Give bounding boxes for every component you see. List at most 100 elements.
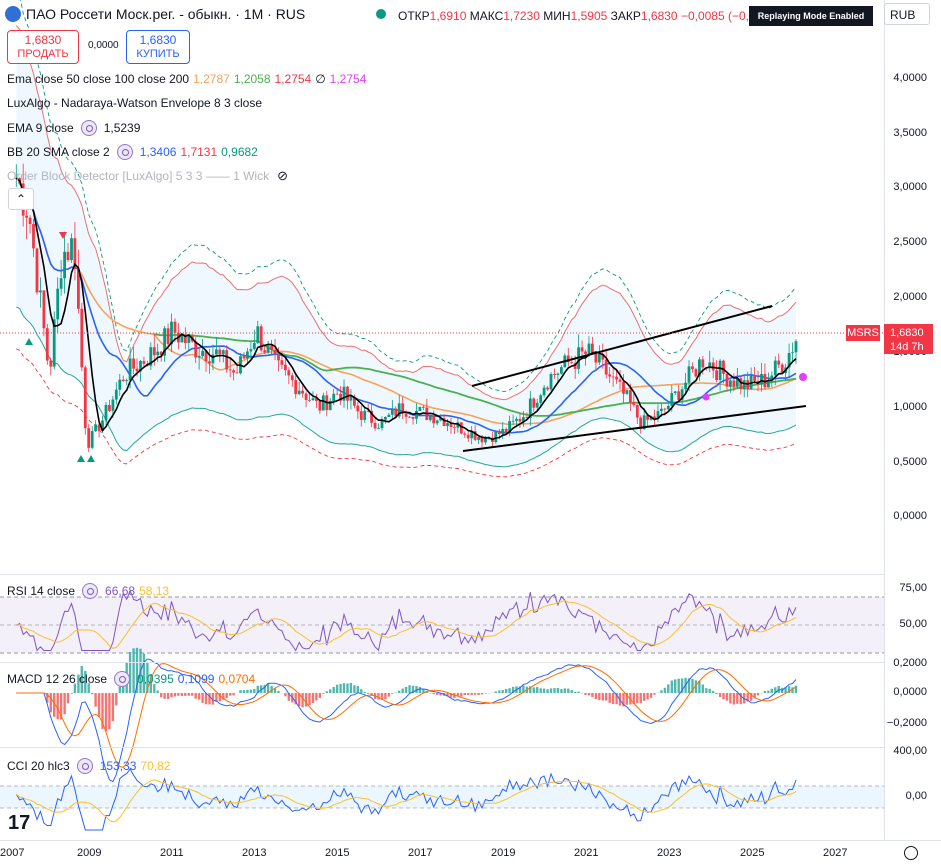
cci-band [0, 786, 884, 808]
candle-body [359, 411, 363, 420]
macd-histogram-bar [767, 690, 770, 693]
candle-body [428, 415, 432, 421]
candle-body [715, 370, 718, 380]
ticker-price-tag: MSRS [846, 325, 880, 341]
buy-button[interactable]: 1,6830 КУПИТЬ [126, 30, 190, 64]
bb-legend-label: BB 20 SMA close 2 [7, 145, 110, 159]
candle-body [215, 349, 218, 355]
ema9-legend[interactable]: EMA 9 close 1,5239 [7, 120, 140, 136]
nw-legend-label: LuxAlgo - Nadaraya-Watson Envelope 8 3 c… [7, 96, 263, 110]
cci-ma-line [15, 779, 797, 823]
currency-selector[interactable]: RUB [884, 3, 930, 25]
rsi-legend-label: RSI 14 close [7, 584, 76, 598]
macd-histogram-bar [322, 693, 325, 694]
cci-value: 153,33 [99, 759, 137, 773]
macd-histogram-bar [270, 685, 273, 693]
macd-histogram-bar [470, 693, 473, 695]
macd-legend[interactable]: MACD 12 26 close 0,0395 0,1099 0,0704 [7, 671, 255, 687]
ema-legend[interactable]: Ema close 50 close 100 close 200 1,2787 … [7, 72, 366, 86]
replay-cycle-icon[interactable] [76, 758, 93, 774]
macd-histogram-bar [304, 693, 308, 707]
candle-body [156, 351, 160, 356]
macd-histogram-bar [532, 687, 535, 693]
candle-body [701, 359, 705, 368]
rsi-legend[interactable]: RSI 14 close 66,68 58,13 [7, 583, 169, 599]
replay-cycle-icon[interactable] [82, 583, 99, 599]
candle-body [370, 411, 373, 423]
candle-body [87, 428, 91, 448]
macd-histogram-bar [663, 687, 667, 693]
candle-body [501, 429, 505, 434]
candle-body [646, 415, 649, 420]
candle-body [570, 362, 574, 364]
candle-body [660, 408, 663, 412]
candle-body [611, 376, 615, 378]
candle-body [52, 319, 56, 367]
macd-histogram-bar [539, 688, 542, 693]
eye-hidden-icon[interactable]: ⊘ [277, 168, 289, 183]
bb-legend[interactable]: BB 20 SMA close 2 1,3406 1,7131 0,9682 [7, 144, 258, 160]
buy-signal-marker [77, 455, 85, 462]
collapse-legend-icon[interactable]: ⌃ [8, 188, 34, 210]
macd-histogram-bar [49, 693, 52, 713]
candle-body [453, 426, 456, 428]
macd-histogram-bar [239, 690, 242, 693]
macd-legend-label: MACD 12 26 close [7, 672, 108, 686]
candle-body [208, 361, 211, 364]
ob-legend[interactable]: Order Block Detector [LuxAlgo] 5 3 3 —— … [7, 168, 288, 184]
replay-cycle-icon[interactable] [114, 671, 131, 687]
candle-body [166, 328, 170, 345]
rsi-ma-line [16, 600, 797, 649]
macd-histogram-bar [456, 693, 460, 697]
channel-upper-trendline [471, 305, 773, 387]
candle-body [125, 380, 129, 382]
candle-body [680, 389, 684, 401]
candle-body [735, 378, 739, 387]
macd-histogram-bar [391, 693, 394, 694]
candle-body [566, 355, 570, 363]
price-tick: 3,0000 [893, 181, 927, 193]
candle-body [77, 268, 80, 309]
replay-cycle-icon[interactable] [116, 144, 133, 160]
cci-legend[interactable]: CCI 20 hlc3 153,33 70,82 [7, 758, 170, 774]
macd-histogram-bar [649, 693, 653, 698]
macd-histogram-bar [670, 680, 673, 693]
sell-label: ПРОДАТЬ [17, 48, 69, 60]
macd-histogram-bar [708, 688, 711, 693]
symbol-title[interactable]: ПАО Россети Моск.рег. - обыкн. · 1М · RU… [26, 6, 306, 22]
nw-legend[interactable]: LuxAlgo - Nadaraya-Watson Envelope 8 3 c… [7, 96, 262, 110]
candle-body [632, 402, 636, 405]
ema9-value: 1,5239 [103, 121, 141, 135]
candle-body [477, 437, 480, 440]
candle-body [142, 361, 146, 364]
macd-histogram-bar [505, 689, 508, 693]
candle-body [411, 416, 415, 419]
sell-button[interactable]: 1,6830 ПРОДАТЬ [7, 30, 79, 64]
macd-histogram-bar [536, 687, 539, 693]
macd-histogram-bar [229, 693, 232, 696]
candle-body [290, 375, 294, 381]
bar-countdown: 14d 7h [890, 341, 924, 353]
replay-cycle-icon[interactable] [80, 120, 97, 136]
macd-histogram-bar [518, 686, 522, 693]
candle-body [622, 381, 625, 394]
tradingview-logo-icon: 17 [8, 812, 31, 834]
macd-signal-line [16, 663, 797, 768]
ema9-line [15, 177, 797, 441]
macd-histogram-bar [56, 693, 59, 720]
last-price-value: 1,6830 [890, 327, 924, 339]
macd-histogram-bar [722, 693, 725, 700]
macd-histogram-bar [180, 693, 184, 697]
macd-histogram-bar [546, 689, 549, 693]
settings-gear-icon[interactable] [904, 846, 918, 860]
last-price-tag: 1,6830 14d 7h [884, 324, 933, 354]
macd-histogram-bar [622, 693, 625, 707]
candle-body [242, 356, 246, 359]
candle-body [522, 417, 525, 422]
macd-histogram-bar [273, 688, 277, 693]
low-label: МИН [543, 9, 571, 23]
macd-histogram-bar [232, 693, 235, 696]
candle-body [573, 363, 577, 369]
macd-histogram-bar [222, 693, 225, 700]
